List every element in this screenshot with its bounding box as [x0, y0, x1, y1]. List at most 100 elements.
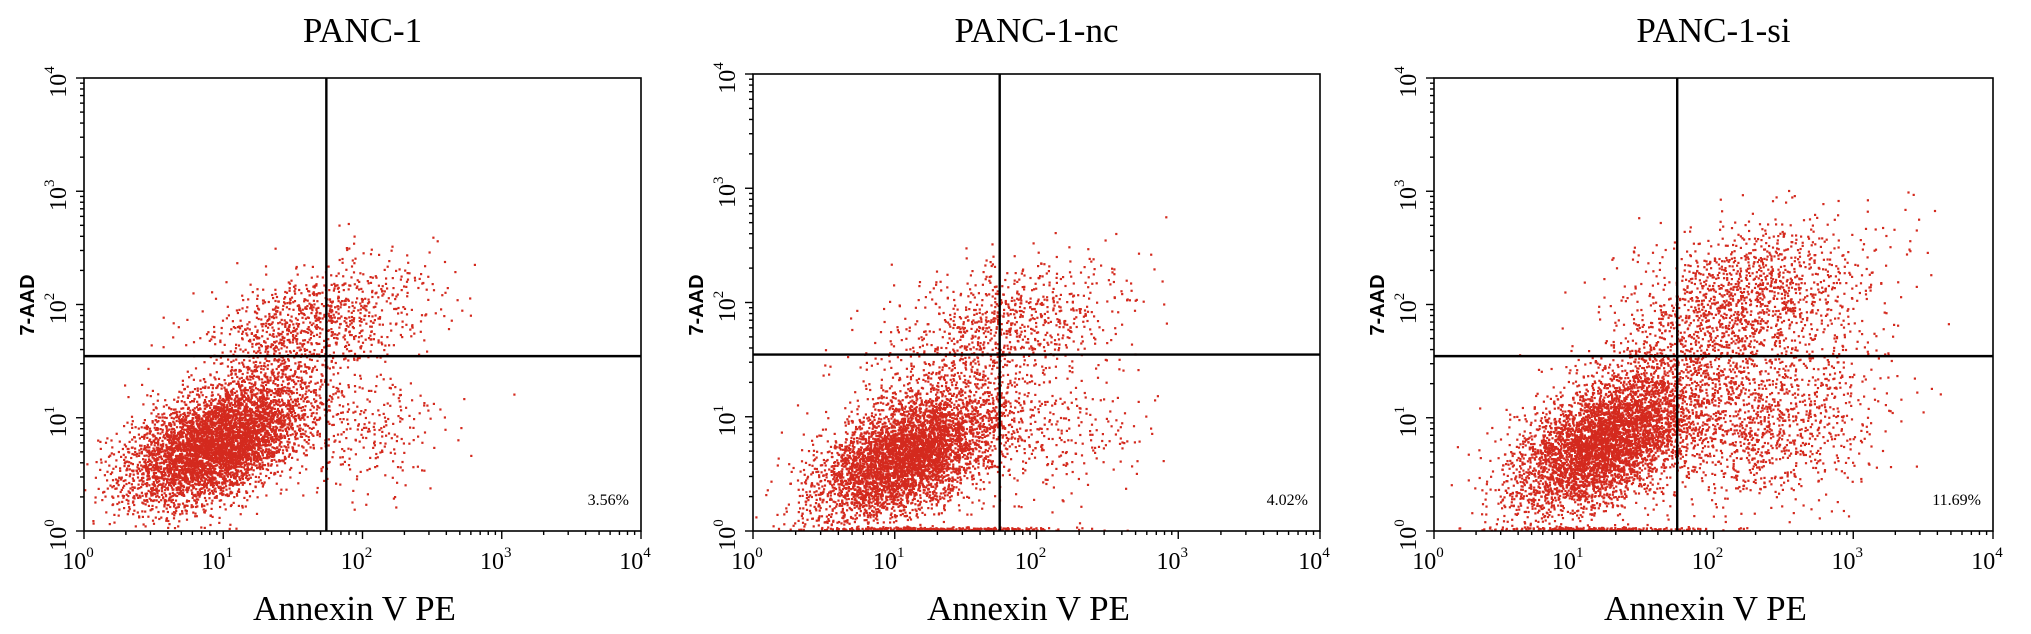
data-point: [153, 444, 156, 447]
data-point: [280, 434, 283, 437]
data-point: [295, 388, 298, 391]
data-point: [167, 478, 170, 481]
data-point: [247, 419, 251, 422]
data-point: [201, 386, 205, 389]
data-point: [161, 470, 164, 473]
data-point: [206, 449, 209, 452]
data-point: [291, 413, 294, 416]
data-point: [223, 386, 226, 389]
data-point: [272, 392, 275, 395]
data-point: [197, 463, 200, 466]
data-point: [120, 488, 123, 491]
data-point: [195, 417, 198, 420]
data-point: [195, 450, 198, 453]
data-point: [234, 448, 237, 451]
data-point: [253, 403, 256, 406]
data-point: [143, 466, 146, 469]
data-point: [94, 476, 97, 479]
data-point: [248, 474, 251, 477]
data-point: [261, 398, 264, 401]
data-point: [271, 453, 274, 456]
data-point: [171, 498, 174, 501]
data-point: [241, 361, 244, 364]
data-point: [272, 426, 275, 429]
data-point: [286, 407, 289, 410]
data-point: [140, 450, 143, 453]
data-point: [151, 483, 154, 486]
data-point: [233, 369, 236, 372]
data-point: [275, 391, 278, 394]
data-point: [236, 465, 239, 468]
data-point: [281, 459, 284, 462]
data-point: [192, 494, 195, 497]
data-point: [189, 409, 192, 412]
data-point: [255, 420, 258, 423]
data-point: [198, 415, 201, 418]
data-point: [99, 458, 103, 461]
data-point: [228, 487, 231, 490]
data-point: [232, 441, 235, 444]
data-point: [212, 413, 215, 416]
data-point: [146, 472, 149, 475]
data-point: [186, 479, 189, 482]
data-point: [251, 434, 254, 437]
data-point: [215, 438, 218, 441]
data-point: [155, 479, 158, 482]
data-point: [263, 438, 267, 442]
data-point: [243, 395, 246, 398]
data-point: [152, 403, 155, 406]
data-point: [186, 370, 189, 373]
data-point: [237, 426, 240, 429]
data-point: [287, 400, 291, 403]
data-point: [288, 441, 291, 444]
data-point: [257, 438, 260, 441]
data-point: [138, 461, 141, 464]
data-point: [247, 378, 250, 381]
data-point: [142, 421, 145, 425]
data-point: [255, 393, 258, 396]
data-point: [131, 420, 134, 423]
data-point: [231, 436, 234, 439]
data-point: [192, 511, 195, 514]
data-point: [92, 520, 95, 523]
data-point: [206, 481, 209, 485]
data-point: [152, 472, 155, 475]
data-point: [186, 471, 189, 474]
data-point: [301, 432, 304, 435]
data-point: [204, 452, 207, 455]
data-point: [236, 422, 239, 425]
data-point: [179, 426, 182, 429]
data-point: [160, 465, 163, 468]
data-point: [153, 484, 156, 487]
data-point: [176, 506, 179, 509]
data-point: [289, 434, 292, 437]
data-point: [205, 428, 208, 431]
data-point: [192, 454, 195, 458]
data-point: [254, 475, 257, 478]
data-point: [233, 391, 237, 395]
data-point: [233, 419, 237, 422]
data-point: [192, 505, 195, 508]
data-point: [156, 494, 159, 497]
data-point: [237, 470, 240, 473]
data-point: [230, 482, 234, 485]
data-point: [154, 465, 158, 468]
data-point: [236, 494, 239, 497]
data-point: [195, 393, 199, 396]
data-point: [281, 386, 285, 389]
data-point: [239, 387, 242, 390]
data-point: [151, 450, 154, 453]
data-point: [151, 433, 154, 436]
data-point: [179, 480, 182, 483]
data-point: [243, 388, 246, 391]
data-point: [257, 399, 260, 402]
data-point: [208, 470, 212, 473]
data-point: [156, 427, 159, 430]
data-point: [191, 413, 194, 416]
data-point: [285, 392, 288, 395]
data-point: [217, 443, 220, 446]
data-point: [210, 449, 213, 452]
data-point: [166, 455, 169, 458]
data-point: [234, 468, 238, 472]
data-point: [273, 458, 276, 461]
